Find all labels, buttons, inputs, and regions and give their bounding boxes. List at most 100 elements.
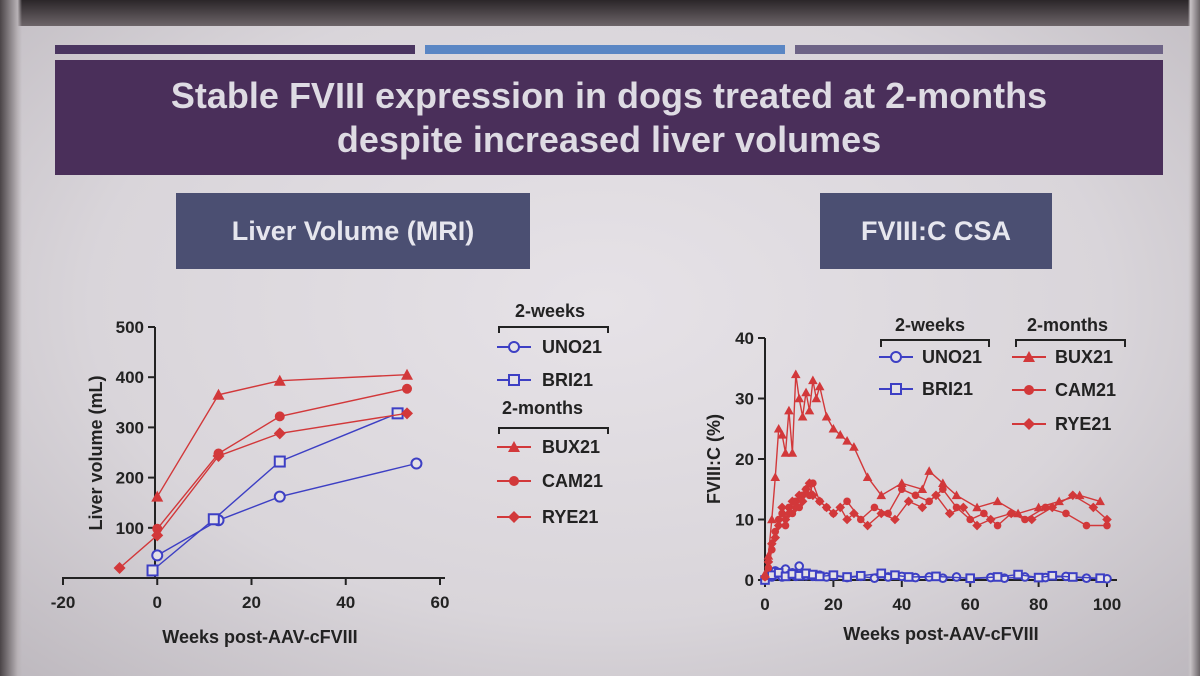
right-point-rye21-21: [862, 520, 873, 531]
left-legend-bracket-2: [498, 427, 609, 434]
left-legend-group-2-months: 2-months: [502, 398, 583, 418]
right-point-rye21-31: [1006, 508, 1017, 519]
liver-volume-panel-label: Liver Volume (MRI): [176, 193, 530, 269]
right-point-bux21-3: [770, 472, 781, 481]
left-legend-label-3: CAM21: [542, 471, 603, 491]
right-legend-marker-0: [890, 351, 902, 363]
right-x-tick-label-2: 40: [892, 595, 911, 614]
left-y-tick-label-3: 400: [116, 368, 144, 387]
right-point-rye21-35: [1088, 502, 1099, 513]
right-point-cam21-34: [1082, 521, 1091, 530]
right-point-bri21-9: [828, 570, 839, 580]
right-point-bux21-35: [1095, 496, 1105, 506]
right-y-label: FVIII:C (%): [704, 414, 724, 504]
right-point-bri21-16: [965, 573, 976, 583]
right-point-rye21-8: [787, 496, 798, 507]
left-point-cam21-3: [402, 383, 413, 394]
right-point-bux21-26: [924, 466, 934, 475]
right-point-rye21-24: [903, 496, 914, 507]
right-point-bri21-21: [1068, 572, 1078, 582]
right-point-bux21-6: [780, 448, 791, 457]
right-point-bri21-20: [1047, 570, 1058, 581]
right-point-bux21-5: [777, 430, 787, 439]
right-point-bux21-29: [972, 502, 982, 512]
right-point-rye21-4: [773, 520, 784, 531]
right-x-tick-label-3: 60: [961, 595, 980, 614]
right-point-cam21-27: [966, 515, 974, 524]
right-point-bri21-12: [876, 568, 887, 579]
right-point-bux21-4: [773, 423, 784, 433]
right-point-rye21-22: [876, 508, 887, 519]
right-point-bux21-21: [849, 442, 859, 451]
right-point-cam21-32: [1041, 503, 1050, 512]
right-point-rye21-11: [797, 496, 808, 507]
left-x-tick-label-3: 40: [336, 593, 355, 612]
right-point-rye21-30: [985, 514, 996, 525]
right-point-rye21-29: [972, 520, 982, 531]
left-x-tick-label-4: 60: [431, 593, 450, 612]
right-point-rye21-14: [808, 490, 818, 501]
right-x-tick-label-1: 20: [824, 595, 843, 614]
left-point-uno21-3: [410, 457, 423, 470]
right-legend-label-2: BUX21: [1055, 347, 1113, 367]
right-point-rye21-23: [890, 514, 900, 525]
right-point-bri21-22: [1095, 573, 1105, 583]
left-legend-label-1: BRI21: [542, 370, 593, 390]
right-point-rye21-1: [763, 557, 774, 567]
left-point-uno21-2: [273, 490, 286, 503]
left-legend-marker-0: [508, 341, 520, 353]
right-point-bux21-33: [1054, 496, 1064, 506]
fviii-chart: 0 10 20 30 40 0 20 40 60 80 100 Weeks post-AAV-cFV…: [704, 329, 1121, 644]
right-point-bux21-23: [876, 490, 887, 500]
left-legend-label-0: UNO21: [542, 337, 602, 357]
right-point-bux21-18: [828, 423, 839, 433]
right-legend-label-0: UNO21: [922, 347, 982, 367]
left-y-tick-label-0: 100: [116, 519, 144, 538]
right-x-tick-label-5: 100: [1093, 595, 1121, 614]
left-point-rye21-2: [212, 450, 225, 463]
left-legend-entries: UNO21 BRI21 BUX21 CAM21 RYE21: [497, 337, 603, 527]
right-point-bux21-20: [842, 436, 852, 445]
right-point-bri21-18: [1013, 569, 1023, 580]
right-point-rye21-16: [821, 502, 832, 513]
right-point-rye21-33: [1047, 502, 1058, 513]
left-legend-marker-3: [509, 476, 519, 486]
right-point-rye21-32: [1026, 514, 1037, 525]
right-point-bux21-9: [790, 369, 801, 379]
right-point-rye21-0: [760, 572, 770, 582]
right-legend-label-3: CAM21: [1055, 380, 1116, 400]
right-point-rye21-15: [814, 496, 825, 507]
accent-bar-gray: [795, 45, 1163, 54]
right-point-bux21-7: [784, 405, 794, 415]
left-legend-bracket-1: [498, 326, 609, 333]
left-legend-marker-4: [508, 511, 520, 523]
left-legend-marker-1: [508, 374, 520, 386]
right-legend-group-2-weeks: 2-weeks: [895, 315, 965, 335]
right-point-bri21-19: [1033, 572, 1044, 583]
right-point-bux21-2: [767, 514, 777, 524]
right-point-cam21-25: [939, 485, 947, 494]
left-series-line-bux21: [156, 374, 408, 498]
right-point-bri21-17: [992, 572, 1003, 582]
projection-left-edge: [0, 0, 22, 676]
left-point-uno21-0: [151, 549, 164, 562]
left-point-cam21-2: [274, 411, 285, 422]
right-point-bux21-12: [801, 387, 811, 397]
right-point-cam21-33: [1062, 509, 1070, 518]
right-x-label: Weeks post-AAV-cFVIII: [843, 624, 1038, 644]
left-point-rye21-3: [273, 427, 286, 440]
right-point-bux21-10: [794, 393, 804, 403]
right-point-rye21-25: [917, 502, 928, 513]
right-point-bux21-8: [787, 448, 798, 457]
right-y-tick-label-4: 40: [735, 329, 754, 348]
right-point-bux21-16: [814, 381, 825, 391]
liver-volume-chart: 100 200 300 400 500 -20 0 20 40 60 Weeks post-AAV…: [51, 318, 450, 647]
right-point-bri21-13: [890, 570, 900, 580]
right-legend-marker-2: [1023, 351, 1035, 362]
right-point-rye21-7: [784, 508, 794, 519]
slide-title-line-2: despite increased liver volumes: [336, 118, 882, 160]
right-legend-marker-1: [890, 383, 902, 395]
right-point-rye21-19: [842, 514, 852, 525]
left-point-rye21-1: [151, 529, 164, 542]
left-x-label: Weeks post-AAV-cFVIII: [162, 627, 357, 647]
